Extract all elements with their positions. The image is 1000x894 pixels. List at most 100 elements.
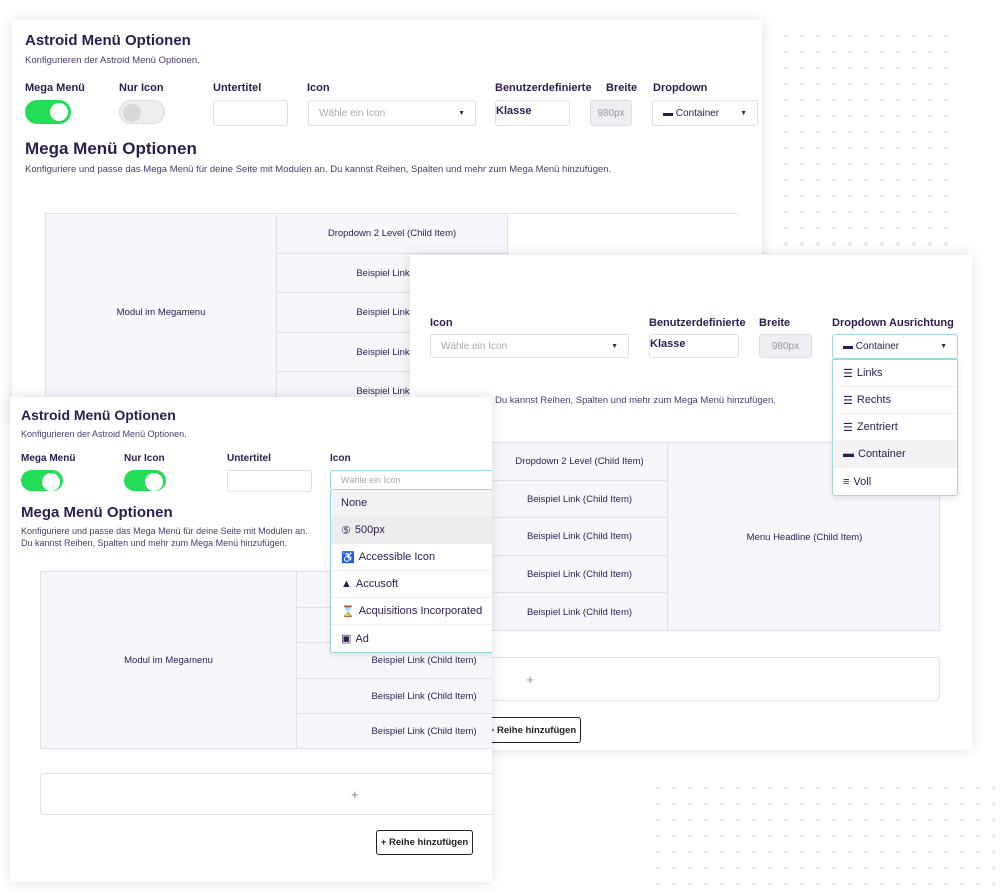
label-nur-icon: Nur Icon [119,82,164,94]
section-title: Mega Menü Optionen [25,139,197,158]
label-untertitel: Untertitel [227,453,271,464]
section-title: Mega Menü Optionen [21,504,173,521]
align-left-icon: ☰ [843,367,853,380]
module-cell[interactable]: Modul im Megamenu [116,306,206,318]
icon-placeholder: Wähle ein Icon [441,340,508,352]
option-label: Zentriert [856,421,898,433]
icon-select[interactable]: Wähle ein Icon ▼ [430,334,629,358]
option-accessible-icon[interactable]: ♿ Accessible Icon [331,544,492,571]
option-label: Ad [355,632,369,645]
untertitel-input[interactable] [227,470,312,492]
breite-value: 980px [771,340,800,352]
panel-title: Astroid Menü Optionen [25,32,191,49]
panel-front: Astroid Menü Optionen Konfigurieren der … [10,397,492,882]
option-none[interactable]: None [331,490,492,517]
option-label: Voll [853,475,872,488]
option-links[interactable]: ☰ Links [833,360,957,387]
grid-row[interactable]: Beispiel Link (Ch [276,254,507,293]
section-desc: Konfiguriere und passe das Mega Menü für… [21,526,308,548]
grid-row[interactable]: Dropdown 2 Level (Child Item) [491,443,667,481]
label-dropdown-ausrichtung: Dropdown Ausrichtung [832,317,954,329]
add-row-button[interactable]: + Reihe hinzufügen [484,717,581,743]
option-label: Links [856,367,883,379]
label-icon: Icon [307,82,330,94]
mega-menu-toggle[interactable] [21,470,63,491]
dropdown-value: Container [855,341,900,352]
option-500px[interactable]: ⑤ 500px [331,517,492,544]
grid-row[interactable]: Dropdown 2 Level (Child Item) [276,214,507,254]
grid-row[interactable]: Beispiel Link (Ch [276,333,507,372]
option-zentriert[interactable]: ☰ Zentriert [833,414,957,441]
add-column-area[interactable]: + [410,657,940,701]
megamenu-grid: Dropdown 2 Level (Child Item) Beispiel L… [410,442,940,631]
container-icon: ▬ [843,341,856,352]
accusoft-icon: ▲ [341,578,352,590]
grid-row[interactable]: Beispiel Link (Ch [276,293,507,333]
nur-icon-toggle[interactable] [124,470,166,491]
grid-row[interactable]: Beispiel Link (Child Item) [296,643,492,679]
klasse-value: Klasse [496,105,532,117]
breite-input: 980px [759,334,812,358]
full-icon: ≡ [843,475,850,488]
dot-pattern [650,780,995,890]
breite-value: 980px [597,107,625,119]
label-breite: Breite [759,317,791,329]
add-column-area[interactable]: + [40,773,492,815]
panel-subtitle: Konfigurieren der Astroid Menü Optionen. [21,429,187,439]
option-ad[interactable]: ▣ Ad [331,625,492,652]
module-cell[interactable]: Modul im Megamenu [124,654,213,666]
section-desc: Du kannst Reihen, Spalten und mehr zum M… [495,395,776,406]
option-voll[interactable]: ≡ Voll [833,468,957,495]
option-label: Accusoft [355,578,399,590]
grid-row[interactable]: Beispiel Link (Child Item) [491,481,667,518]
untertitel-input[interactable] [213,100,288,126]
container-icon: ▬ [663,107,676,119]
label-icon: Icon [330,453,351,464]
grid-row[interactable]: Beispiel Link (Child Item) [491,593,667,631]
option-label: 500px [354,524,385,536]
grid-row[interactable]: Beispiel Link (Child Item) [296,679,492,714]
dropdown-select[interactable]: ▬ Container ▼ [652,100,758,126]
option-label: Accessible Icon [358,551,436,563]
container-icon: ▬ [843,448,854,460]
nur-icon-toggle[interactable] [119,100,165,124]
align-right-icon: ☰ [843,394,853,407]
label-icon: Icon [430,317,453,329]
plus-icon: + [351,786,359,802]
icon-select[interactable]: Wähle ein Icon ▼ [308,100,476,126]
icon-select[interactable]: Wähle ein Icon [330,470,492,490]
panel-title: Astroid Menü Optionen [21,407,176,423]
dropdown-value: Container [675,107,720,119]
plus-icon: + [526,671,534,687]
500px-icon: ⑤ [341,524,351,537]
klasse-input[interactable]: Klasse [495,100,570,126]
option-label: Acquisitions Incorporated [358,605,483,617]
grid-row[interactable]: Beispiel Link (Child Item) [491,518,667,556]
add-row-button[interactable]: + Reihe hinzufügen [376,830,473,855]
option-acquisitions-incorporated[interactable]: ⌛ Acquisitions Incorporated [331,598,492,625]
caret-down-icon: ▼ [611,342,618,350]
option-container[interactable]: ▬ Container [833,441,957,468]
klasse-input[interactable]: Klasse [649,334,739,358]
panel-right: Icon Benutzerdefinierte Breite Dropdown … [410,255,972,750]
grid-row[interactable]: Beispiel Link (Child Item) [491,556,667,593]
option-accusoft[interactable]: ▲ Accusoft [331,571,492,598]
caret-down-icon: ▼ [940,343,947,350]
dropdown-ausrichtung-select[interactable]: ▬ Container ▼ [832,334,958,359]
breite-input: 980px [590,100,632,126]
label-dropdown: Dropdown [653,82,708,94]
option-label: Rechts [856,394,892,406]
mega-menu-toggle[interactable] [25,100,71,124]
caret-down-icon: ▼ [740,109,747,117]
grid-row[interactable]: Beispiel Link (Child Item) [296,714,492,749]
label-klasse: Benutzerdefinierte [495,82,592,94]
headline-cell[interactable]: Menu Headline (Child Item) [667,443,941,631]
klasse-value: Klasse [650,338,686,350]
label-untertitel: Untertitel [213,82,262,94]
label-mega-menu: Mega Menü [25,82,85,94]
icon-placeholder: Wähle ein Icon [341,475,401,485]
ad-icon: ▣ [341,633,352,645]
label-klasse: Benutzerdefinierte [649,317,746,329]
option-label: Container [858,448,906,460]
option-rechts[interactable]: ☰ Rechts [833,387,957,414]
